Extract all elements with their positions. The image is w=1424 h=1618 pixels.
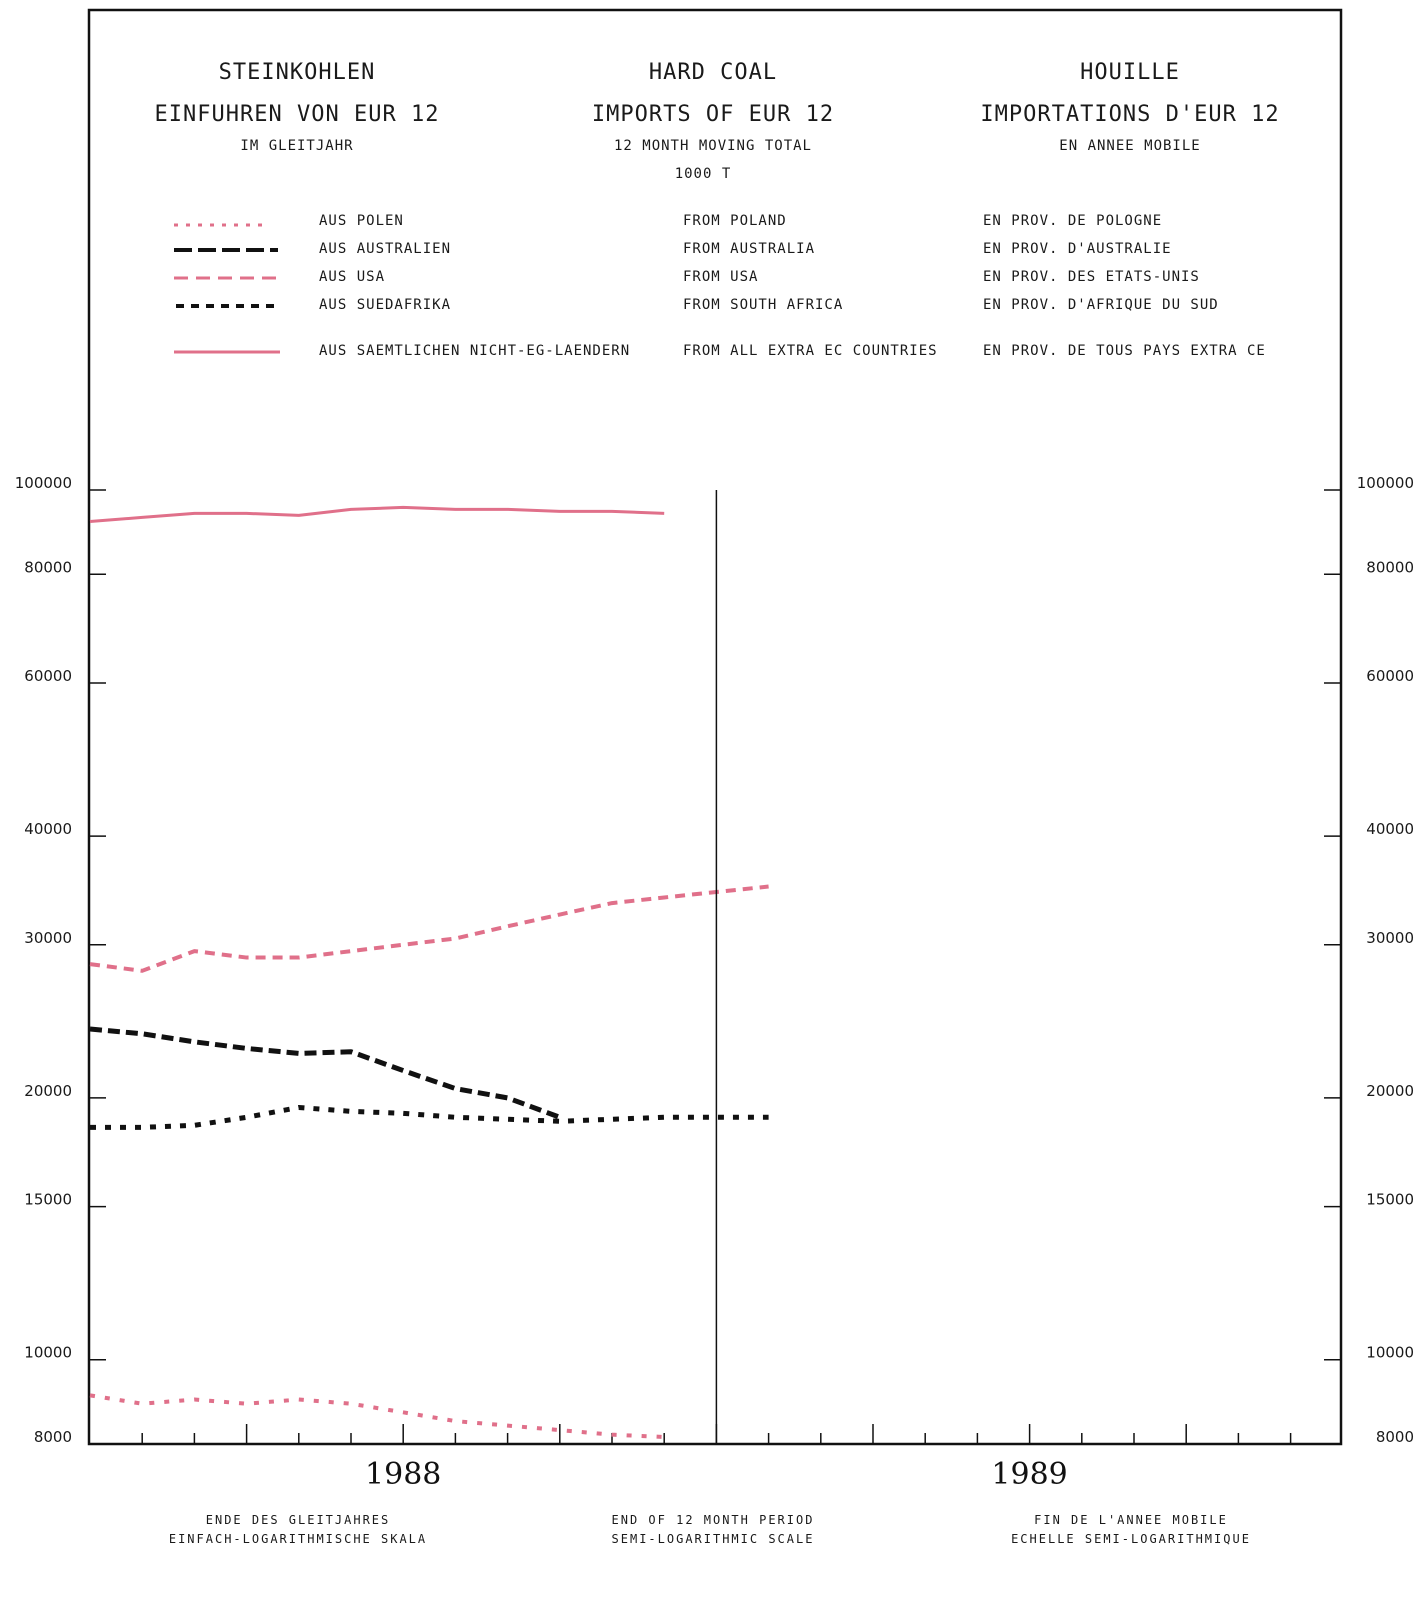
footer-fr-line2: ECHELLE SEMI-LOGARITHMIQUE (1011, 1532, 1251, 1546)
y-tick-label-right: 10000 (1366, 1344, 1414, 1362)
header-en-title: HARD COAL (649, 60, 777, 85)
legend-label-de: AUS AUSTRALIEN (319, 241, 451, 257)
footer-de-line1: ENDE DES GLEITJAHRES (206, 1513, 391, 1527)
x-year-label: 1988 (365, 1457, 441, 1492)
y-tick-label-right: 20000 (1366, 1082, 1414, 1100)
y-tick-label-left: 40000 (24, 820, 72, 838)
y-tick-label-right: 80000 (1366, 558, 1414, 576)
series-line-dots-black (90, 1104, 769, 1130)
y-axis-left: 8000 10000 15000 20000 30000 40000 60000 80000 1… (15, 474, 106, 1446)
series-line-dash-black (89, 1026, 561, 1120)
legend-item-usa: AUS USA FROM USA EN PROV. DES ETATS-UNIS (174, 269, 1200, 285)
header-fr-note: EN ANNEE MOBILE (1059, 138, 1200, 154)
legend-label-en: FROM AUSTRALIA (683, 241, 815, 257)
y-tick-label-left: 80000 (24, 558, 72, 576)
legend-item-poland: AUS POLEN FROM POLAND EN PROV. DE POLOGN… (174, 213, 1162, 229)
footer-en-line2: SEMI-LOGARITHMIC SCALE (612, 1532, 815, 1546)
x-axis: 1988 1989 (141, 1424, 1292, 1492)
legend-label-fr: EN PROV. DE POLOGNE (983, 213, 1162, 229)
series-line-dash-pink (89, 884, 769, 973)
legend-label-de: AUS POLEN (319, 213, 404, 229)
series-layer (89, 505, 769, 1439)
y-tick-label-right: 30000 (1366, 929, 1414, 947)
legend: AUS POLEN FROM POLAND EN PROV. DE POLOGN… (174, 213, 1266, 359)
footer-de-line2: EINFACH-LOGARITHMISCHE SKALA (169, 1532, 427, 1546)
legend-label-en: FROM USA (683, 269, 758, 285)
header-unit: 1000 T (675, 166, 732, 182)
y-tick-label-right: 8000 (1376, 1428, 1414, 1446)
y-tick-label-left: 100000 (15, 474, 72, 492)
legend-label-de: AUS SUEDAFRIKA (319, 297, 451, 313)
legend-label-de: AUS SAEMTLICHEN NICHT-EG-LAENDERN (319, 343, 630, 359)
series-line-dots-pink (89, 1393, 665, 1439)
y-tick-label-left: 30000 (24, 929, 72, 947)
header-en-subtitle: IMPORTS OF EUR 12 (592, 102, 834, 127)
series-line-solid-pink (89, 505, 665, 523)
y-tick-label-left: 10000 (24, 1344, 72, 1362)
legend-label-fr: EN PROV. DE TOUS PAYS EXTRA CE (983, 343, 1266, 359)
header-de-subtitle: EINFUHREN VON EUR 12 (155, 102, 440, 127)
y-tick-label-right: 100000 (1357, 474, 1414, 492)
header-de-note: IM GLEITJAHR (240, 138, 353, 154)
legend-label-en: FROM SOUTH AFRICA (683, 297, 843, 313)
legend-item-australia: AUS AUSTRALIEN FROM AUSTRALIA EN PROV. D… (174, 241, 1172, 257)
legend-label-de: AUS USA (319, 269, 385, 285)
header-de-title: STEINKOHLEN (219, 60, 376, 85)
legend-label-fr: EN PROV. D'AUSTRALIE (983, 241, 1172, 257)
legend-label-en: FROM POLAND (683, 213, 787, 229)
y-tick-label-right: 15000 (1366, 1191, 1414, 1209)
legend-label-fr: EN PROV. D'AFRIQUE DU SUD (983, 297, 1219, 313)
chart-frame (87, 8, 1343, 1446)
header-fr-subtitle: IMPORTATIONS D'EUR 12 (980, 102, 1279, 127)
y-tick-label-right: 60000 (1366, 667, 1414, 685)
y-axis-right: 8000 10000 15000 20000 30000 40000 60000 80000 1… (1324, 474, 1414, 1446)
legend-label-fr: EN PROV. DES ETATS-UNIS (983, 269, 1200, 285)
footer-en-line1: END OF 12 MONTH PERIOD (612, 1513, 815, 1527)
y-tick-label-left: 20000 (24, 1082, 72, 1100)
y-tick-label-right: 40000 (1366, 820, 1414, 838)
legend-item-all-extra-ec: AUS SAEMTLICHEN NICHT-EG-LAENDERN FROM A… (174, 343, 1266, 359)
x-year-label: 1989 (991, 1457, 1067, 1492)
legend-label-en: FROM ALL EXTRA EC COUNTRIES (683, 343, 938, 359)
footer-fr-line1: FIN DE L'ANNEE MOBILE (1034, 1513, 1228, 1527)
y-tick-label-left: 60000 (24, 667, 72, 685)
y-tick-label-left: 8000 (34, 1428, 72, 1446)
legend-item-south-africa: AUS SUEDAFRIKA FROM SOUTH AFRICA EN PROV… (176, 297, 1219, 313)
y-tick-label-left: 15000 (24, 1191, 72, 1209)
header-en-note: 12 MONTH MOVING TOTAL (614, 138, 812, 154)
header-fr-title: HOUILLE (1080, 60, 1180, 85)
